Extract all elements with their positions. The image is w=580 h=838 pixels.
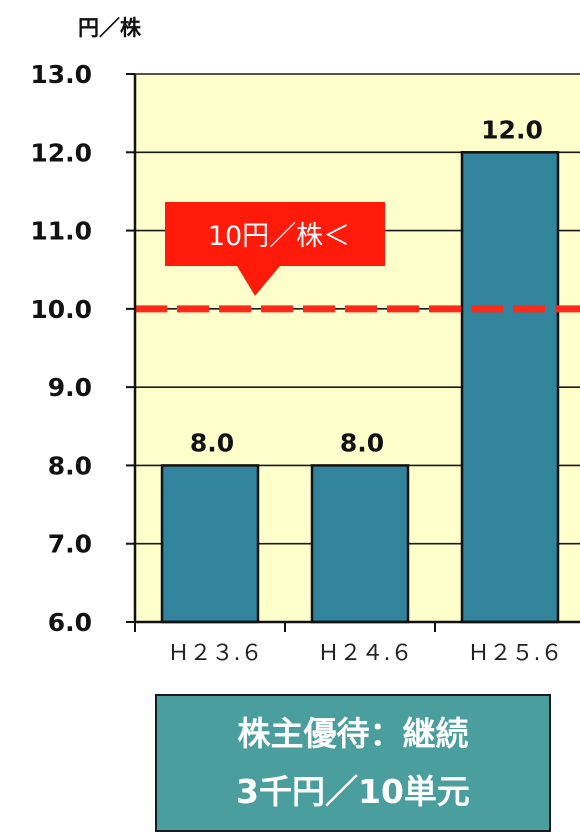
- y-tick-label: 9.0: [48, 373, 92, 402]
- bar: [310, 464, 410, 624]
- y-tick-label: 6.0: [48, 608, 92, 637]
- callout: 10円／株＜: [165, 202, 385, 296]
- y-tick-label: 13.0: [30, 60, 92, 89]
- data-label: 8.0: [340, 428, 384, 457]
- bar: [460, 151, 560, 624]
- x-tick-labels: Ｈ２３.６ Ｈ２４.６ Ｈ２５.６: [168, 641, 563, 666]
- axes: [126, 73, 580, 632]
- x-tick-label: Ｈ２３.６: [168, 641, 263, 666]
- y-tick-label: 12.0: [30, 138, 92, 167]
- data-label: 8.0: [190, 428, 234, 457]
- shareholder-benefit-note: 株主優待：継続 3千円／10単元: [155, 694, 551, 832]
- data-labels: 8.0 8.0 12.0: [190, 115, 543, 457]
- data-label: 12.0: [481, 115, 543, 144]
- bar: [160, 464, 260, 624]
- y-tick-label: 8.0: [48, 451, 92, 480]
- note-line-1: 株主優待：継続: [237, 714, 469, 753]
- y-tick-label: 10.0: [30, 295, 92, 324]
- y-tick-label: 7.0: [48, 530, 92, 559]
- note-line-2: 3千円／10単元: [236, 772, 470, 811]
- y-tick-labels: 6.0 7.0 8.0 9.0 10.0 11.0 12.0 13.0: [30, 60, 92, 637]
- x-tick-label: Ｈ２４.６: [318, 641, 413, 666]
- callout-text: 10円／株＜: [208, 221, 350, 252]
- y-tick-label: 11.0: [30, 217, 92, 246]
- callout-box: [165, 202, 385, 296]
- bars: [160, 151, 560, 624]
- y-axis-unit-label: 円／株: [78, 16, 142, 40]
- x-tick-label: Ｈ２５.６: [468, 641, 563, 666]
